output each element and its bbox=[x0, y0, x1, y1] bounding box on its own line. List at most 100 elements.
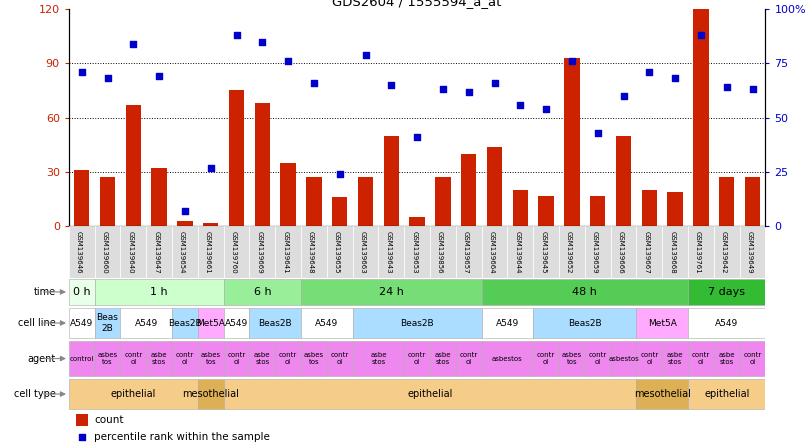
Text: 1 h: 1 h bbox=[151, 287, 168, 297]
Text: GSM139660: GSM139660 bbox=[101, 230, 108, 273]
Point bbox=[204, 164, 217, 171]
Bar bbox=[198, 379, 224, 409]
Bar bbox=[198, 226, 224, 278]
Text: contr
ol: contr ol bbox=[279, 352, 297, 365]
Text: GSM139666: GSM139666 bbox=[617, 230, 624, 273]
Bar bbox=[482, 308, 533, 338]
Text: contr
ol: contr ol bbox=[459, 352, 478, 365]
Text: 6 h: 6 h bbox=[254, 287, 271, 297]
Text: GSM139647: GSM139647 bbox=[153, 230, 159, 273]
Bar bbox=[228, 91, 245, 226]
Bar bbox=[637, 308, 688, 338]
Bar bbox=[435, 178, 450, 226]
Bar bbox=[456, 226, 482, 278]
Point bbox=[720, 83, 733, 91]
Text: contr
ol: contr ol bbox=[589, 352, 607, 365]
Bar bbox=[147, 226, 172, 278]
Bar bbox=[121, 308, 172, 338]
Bar bbox=[121, 226, 147, 278]
Point bbox=[694, 32, 707, 39]
Text: GSM139661: GSM139661 bbox=[205, 230, 211, 273]
Bar bbox=[203, 223, 219, 226]
Text: count: count bbox=[94, 415, 123, 425]
Bar bbox=[430, 341, 456, 376]
Bar bbox=[95, 279, 224, 305]
Bar bbox=[714, 226, 740, 278]
Text: GSM139642: GSM139642 bbox=[721, 230, 727, 273]
Point bbox=[152, 73, 165, 80]
Bar bbox=[616, 136, 631, 226]
Text: A549: A549 bbox=[70, 318, 93, 328]
Bar bbox=[482, 226, 507, 278]
Point bbox=[178, 208, 191, 215]
Text: asbe
stos: asbe stos bbox=[667, 352, 684, 365]
Bar bbox=[693, 9, 709, 226]
Bar bbox=[126, 105, 141, 226]
Bar bbox=[172, 308, 198, 338]
Text: asbe
stos: asbe stos bbox=[435, 352, 451, 365]
Point bbox=[617, 92, 630, 99]
Bar bbox=[565, 58, 580, 226]
Bar bbox=[198, 308, 224, 338]
Bar bbox=[69, 379, 198, 409]
Bar bbox=[121, 341, 147, 376]
Text: GSM139761: GSM139761 bbox=[695, 230, 701, 273]
Bar bbox=[611, 226, 637, 278]
Text: GSM139648: GSM139648 bbox=[308, 230, 314, 273]
Point bbox=[565, 58, 578, 65]
Bar bbox=[301, 226, 327, 278]
Bar bbox=[430, 226, 456, 278]
Bar bbox=[667, 192, 683, 226]
Bar bbox=[224, 308, 249, 338]
Bar bbox=[688, 308, 765, 338]
Text: GSM139644: GSM139644 bbox=[514, 230, 520, 273]
Bar bbox=[637, 379, 688, 409]
Bar bbox=[224, 341, 249, 376]
Bar bbox=[74, 170, 89, 226]
Text: GSM139649: GSM139649 bbox=[747, 230, 752, 273]
Point bbox=[514, 101, 526, 108]
Text: contr
ol: contr ol bbox=[537, 352, 556, 365]
Bar bbox=[147, 341, 172, 376]
Bar bbox=[637, 341, 663, 376]
Text: Beas2B: Beas2B bbox=[258, 318, 292, 328]
Text: GSM139640: GSM139640 bbox=[127, 230, 134, 273]
Bar bbox=[456, 341, 482, 376]
Bar bbox=[513, 190, 528, 226]
Bar bbox=[280, 163, 296, 226]
Bar bbox=[533, 226, 559, 278]
Text: Beas2B: Beas2B bbox=[168, 318, 202, 328]
Bar bbox=[224, 279, 301, 305]
Bar bbox=[332, 198, 347, 226]
Bar bbox=[642, 190, 657, 226]
Point bbox=[127, 40, 140, 47]
Text: asbe
stos: asbe stos bbox=[718, 352, 735, 365]
Text: GSM139659: GSM139659 bbox=[592, 230, 598, 273]
Bar bbox=[533, 308, 637, 338]
Point bbox=[437, 86, 450, 93]
Text: GSM139664: GSM139664 bbox=[488, 230, 495, 273]
Bar bbox=[76, 414, 88, 426]
Text: Met5A: Met5A bbox=[196, 318, 225, 328]
Bar bbox=[482, 279, 688, 305]
Text: agent: agent bbox=[28, 353, 56, 364]
Bar bbox=[507, 226, 533, 278]
Bar bbox=[198, 341, 224, 376]
Text: GSM139655: GSM139655 bbox=[334, 230, 339, 273]
Text: A549: A549 bbox=[496, 318, 519, 328]
Text: Beas2B: Beas2B bbox=[400, 318, 434, 328]
Text: asbestos: asbestos bbox=[608, 356, 639, 361]
Bar bbox=[358, 178, 373, 226]
Text: contr
ol: contr ol bbox=[124, 352, 143, 365]
Bar bbox=[151, 168, 167, 226]
Point bbox=[411, 134, 424, 141]
Text: contr
ol: contr ol bbox=[330, 352, 349, 365]
Bar bbox=[95, 341, 121, 376]
Bar bbox=[482, 341, 533, 376]
Text: epithelial: epithelial bbox=[704, 389, 749, 399]
Bar bbox=[69, 308, 95, 338]
Text: GSM139667: GSM139667 bbox=[643, 230, 650, 273]
Title: GDS2604 / 1555594_a_at: GDS2604 / 1555594_a_at bbox=[332, 0, 502, 8]
Bar bbox=[559, 226, 585, 278]
Text: GSM139646: GSM139646 bbox=[76, 230, 82, 273]
